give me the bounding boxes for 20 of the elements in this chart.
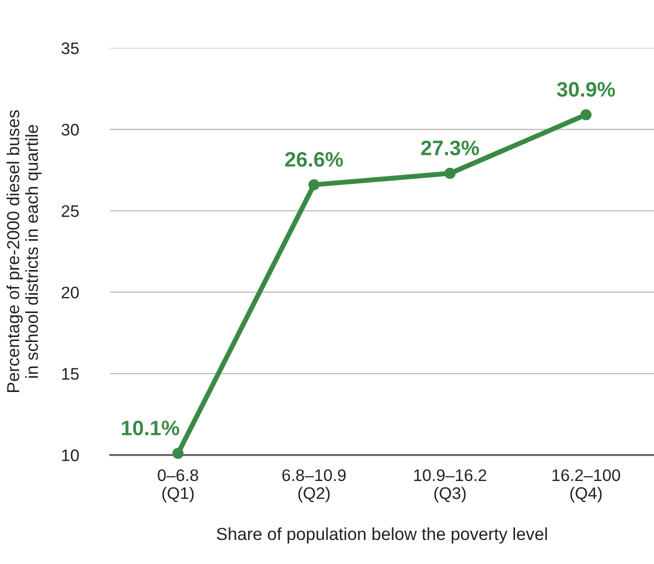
x-tick-label: 6.8–10.9 (Q2) — [282, 469, 346, 502]
y-axis-title: Percentage of pre-2000 diesel buses in school districts in each quartile — [6, 110, 42, 392]
y-tick-label: 20 — [62, 286, 79, 298]
y-tick-label: 25 — [62, 205, 79, 218]
y-tick-label: 10 — [62, 449, 79, 462]
data-label: 27.3% — [421, 140, 479, 156]
x-tick-label: 16.2–100 (Q4) — [552, 469, 620, 502]
point — [308, 179, 320, 190]
data-label: 30.9% — [556, 82, 615, 97]
point — [172, 448, 184, 459]
y-tick-label: 30 — [62, 124, 79, 136]
x-tick-label: 0–6.8 (Q1) — [158, 469, 198, 502]
x-tick-label: 10.9–16.2 (Q3) — [414, 469, 486, 502]
data-label: 26.6% — [285, 152, 343, 167]
y-tick-label: 35 — [62, 42, 79, 54]
data-label: 10.1% — [122, 420, 180, 436]
y-tick-label: 15 — [62, 368, 79, 380]
x-axis-title: Share of population below the poverty level — [216, 527, 547, 544]
point — [444, 168, 456, 179]
point — [580, 109, 592, 120]
